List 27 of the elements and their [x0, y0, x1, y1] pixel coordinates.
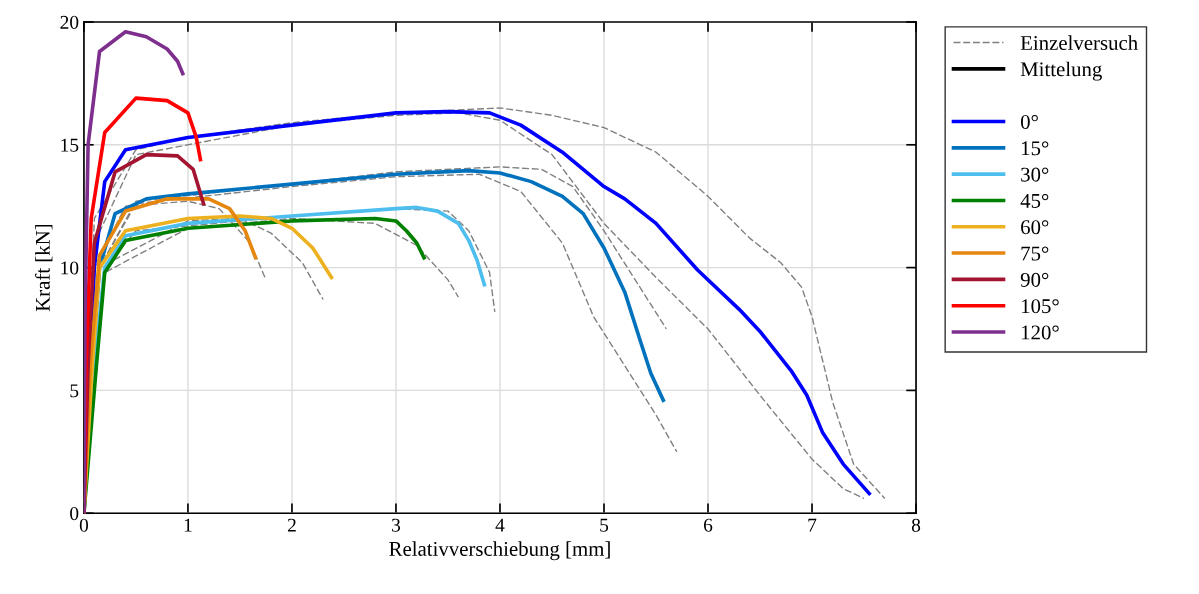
x-tick-label: 1: [184, 518, 192, 532]
x-tick-label: 5: [600, 518, 609, 532]
x-tick-label: 4: [495, 518, 505, 532]
x-tick-label: 8: [911, 518, 921, 532]
legend-label: 120°: [1021, 325, 1059, 340]
y-tick-label: 20: [60, 15, 79, 29]
legend-label: 30°: [1021, 167, 1049, 182]
legend-label: 105°: [1021, 299, 1059, 314]
y-tick-label: 0: [70, 507, 79, 521]
x-tick-label: 3: [392, 518, 401, 532]
x-tick-label: 7: [808, 518, 817, 532]
y-tick-label: 5: [70, 384, 79, 398]
x-tick-label: 6: [703, 518, 713, 532]
legend-label: 90°: [1020, 272, 1049, 287]
legend-label: 0°: [1020, 114, 1038, 130]
y-axis-title: Kraft [kN]: [34, 224, 53, 312]
x-axis-title: Relativverschiebung [mm]: [389, 541, 610, 561]
y-tick-label: 15: [61, 138, 79, 152]
legend-label: Mittelung: [1020, 61, 1102, 81]
legend-label: Einzelversuch: [1020, 35, 1138, 51]
y-tick-label: 10: [61, 261, 79, 275]
x-tick-label: 0: [79, 518, 89, 532]
legend-label: 15°: [1021, 141, 1049, 156]
x-tick-label: 2: [287, 518, 296, 532]
legend-label: 60°: [1021, 220, 1049, 235]
legend-label: 45°: [1020, 193, 1049, 208]
legend-label: 75°: [1021, 246, 1049, 261]
